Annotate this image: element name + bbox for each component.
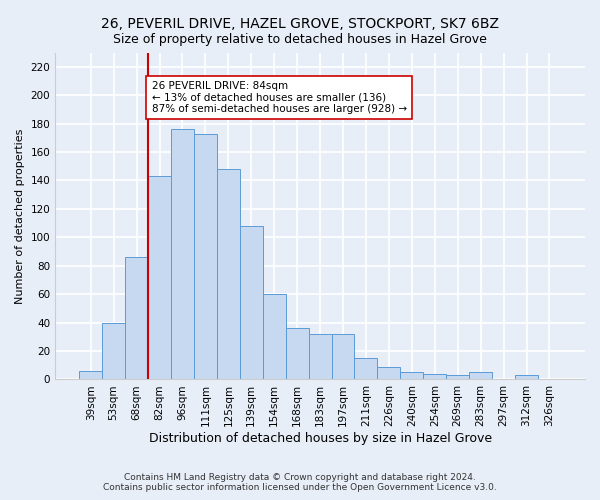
Text: 26 PEVERIL DRIVE: 84sqm
← 13% of detached houses are smaller (136)
87% of semi-d: 26 PEVERIL DRIVE: 84sqm ← 13% of detache… (151, 81, 407, 114)
Bar (79, 371, 102, 380)
Bar (377, 366, 400, 380)
Bar (148, 176, 171, 380)
Bar (400, 372, 423, 380)
Bar (171, 130, 194, 380)
Bar (194, 134, 217, 380)
Bar (423, 374, 446, 380)
Text: 26, PEVERIL DRIVE, HAZEL GROVE, STOCKPORT, SK7 6BZ: 26, PEVERIL DRIVE, HAZEL GROVE, STOCKPOR… (101, 18, 499, 32)
Y-axis label: Number of detached properties: Number of detached properties (15, 128, 25, 304)
Bar (355, 358, 377, 380)
Bar (446, 375, 469, 380)
X-axis label: Distribution of detached houses by size in Hazel Grove: Distribution of detached houses by size … (149, 432, 491, 445)
Bar (469, 372, 492, 380)
Bar (515, 375, 538, 380)
Bar (240, 226, 263, 380)
Text: Contains HM Land Registry data © Crown copyright and database right 2024.
Contai: Contains HM Land Registry data © Crown c… (103, 473, 497, 492)
Bar (217, 169, 240, 380)
Bar (263, 294, 286, 380)
Bar (286, 328, 308, 380)
Bar (332, 334, 355, 380)
Bar (308, 334, 332, 380)
Bar (125, 257, 148, 380)
Text: Size of property relative to detached houses in Hazel Grove: Size of property relative to detached ho… (113, 32, 487, 46)
Bar (102, 322, 125, 380)
